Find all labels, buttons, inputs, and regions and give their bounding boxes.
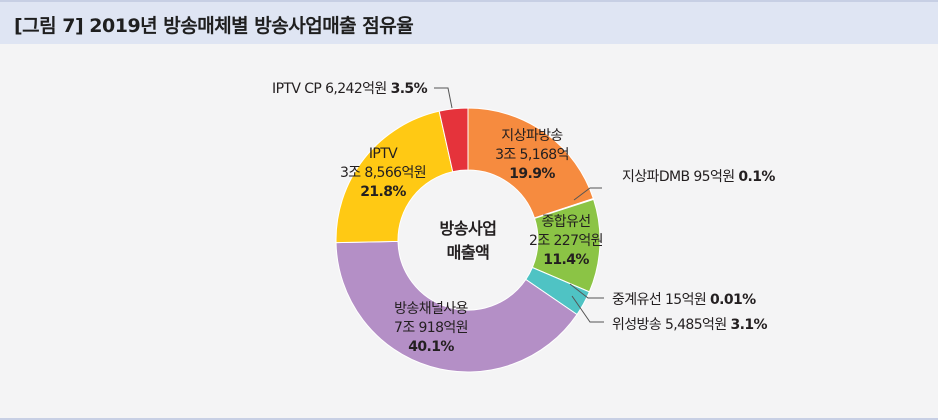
slice-item-0 xyxy=(467,107,594,219)
bottom-rule xyxy=(0,418,938,420)
label-item-2-amount: 2조 227억원 xyxy=(529,233,603,249)
title-bar: [그림 7] 2019년 방송매체별 방송사업매출 점유율 xyxy=(0,0,938,44)
label-iptv-amount: 3조 8,566억원 xyxy=(340,165,426,181)
label-item-2-percent: 11.4% xyxy=(543,252,589,268)
slice-iptv xyxy=(335,110,454,244)
label-iptv-cp: IPTV CP 6,242억원 3.5% xyxy=(272,81,428,97)
leader-item-4 xyxy=(571,295,604,323)
label-item-5-name: 방송채널사용 xyxy=(394,301,468,317)
label-item-3: 중계유선 15억원 0.01% xyxy=(612,292,756,308)
leader-dmb xyxy=(573,187,602,201)
label-dmb: 지상파DMB 95억원 0.1% xyxy=(622,169,775,185)
label-item-3-percent: 0.01% xyxy=(710,292,756,308)
slice-iptv-cp xyxy=(438,107,469,173)
label-iptv-name: IPTV xyxy=(369,146,398,162)
label-iptv-cp-percent: 3.5% xyxy=(391,81,428,97)
leader-lines xyxy=(434,87,604,323)
slice-labels: 지상파방송 3조 5,168억 19.9% 지상파DMB 95억원 0.1% 종합유선 2… xyxy=(272,81,776,355)
label-item-0-percent: 19.9% xyxy=(509,166,555,182)
label-item-5-percent: 40.1% xyxy=(408,339,454,355)
leader-iptv-cp xyxy=(434,87,453,109)
slice-item-5 xyxy=(335,240,578,373)
donut-slices xyxy=(335,107,601,373)
label-item-3-name: 중계유선 15억원 xyxy=(612,292,710,308)
label-dmb-percent: 0.1% xyxy=(738,169,775,185)
label-item-0-name: 지상파방송 xyxy=(501,128,563,144)
label-item-4-name: 위성방송 5,485억원 xyxy=(612,317,730,333)
center-label-line-2: 매출액 xyxy=(447,243,490,262)
label-iptv-percent: 21.8% xyxy=(360,184,406,200)
label-item-2-name: 종합유선 xyxy=(541,214,590,230)
label-dmb-name: 지상파DMB 95억원 xyxy=(622,169,738,185)
center-label-line-1: 방송사업 xyxy=(440,219,497,238)
label-item-5-amount: 7조 918억원 xyxy=(394,320,468,336)
label-item-4-percent: 3.1% xyxy=(730,317,767,333)
label-item-4: 위성방송 5,485억원 3.1% xyxy=(612,317,767,333)
leader-item-3 xyxy=(569,283,604,299)
figure-title: [그림 7] 2019년 방송매체별 방송사업매출 점유율 xyxy=(14,15,414,37)
label-item-0-amount: 3조 5,168억 xyxy=(495,147,569,163)
label-iptv-cp-name: IPTV CP 6,242억원 xyxy=(272,81,391,97)
